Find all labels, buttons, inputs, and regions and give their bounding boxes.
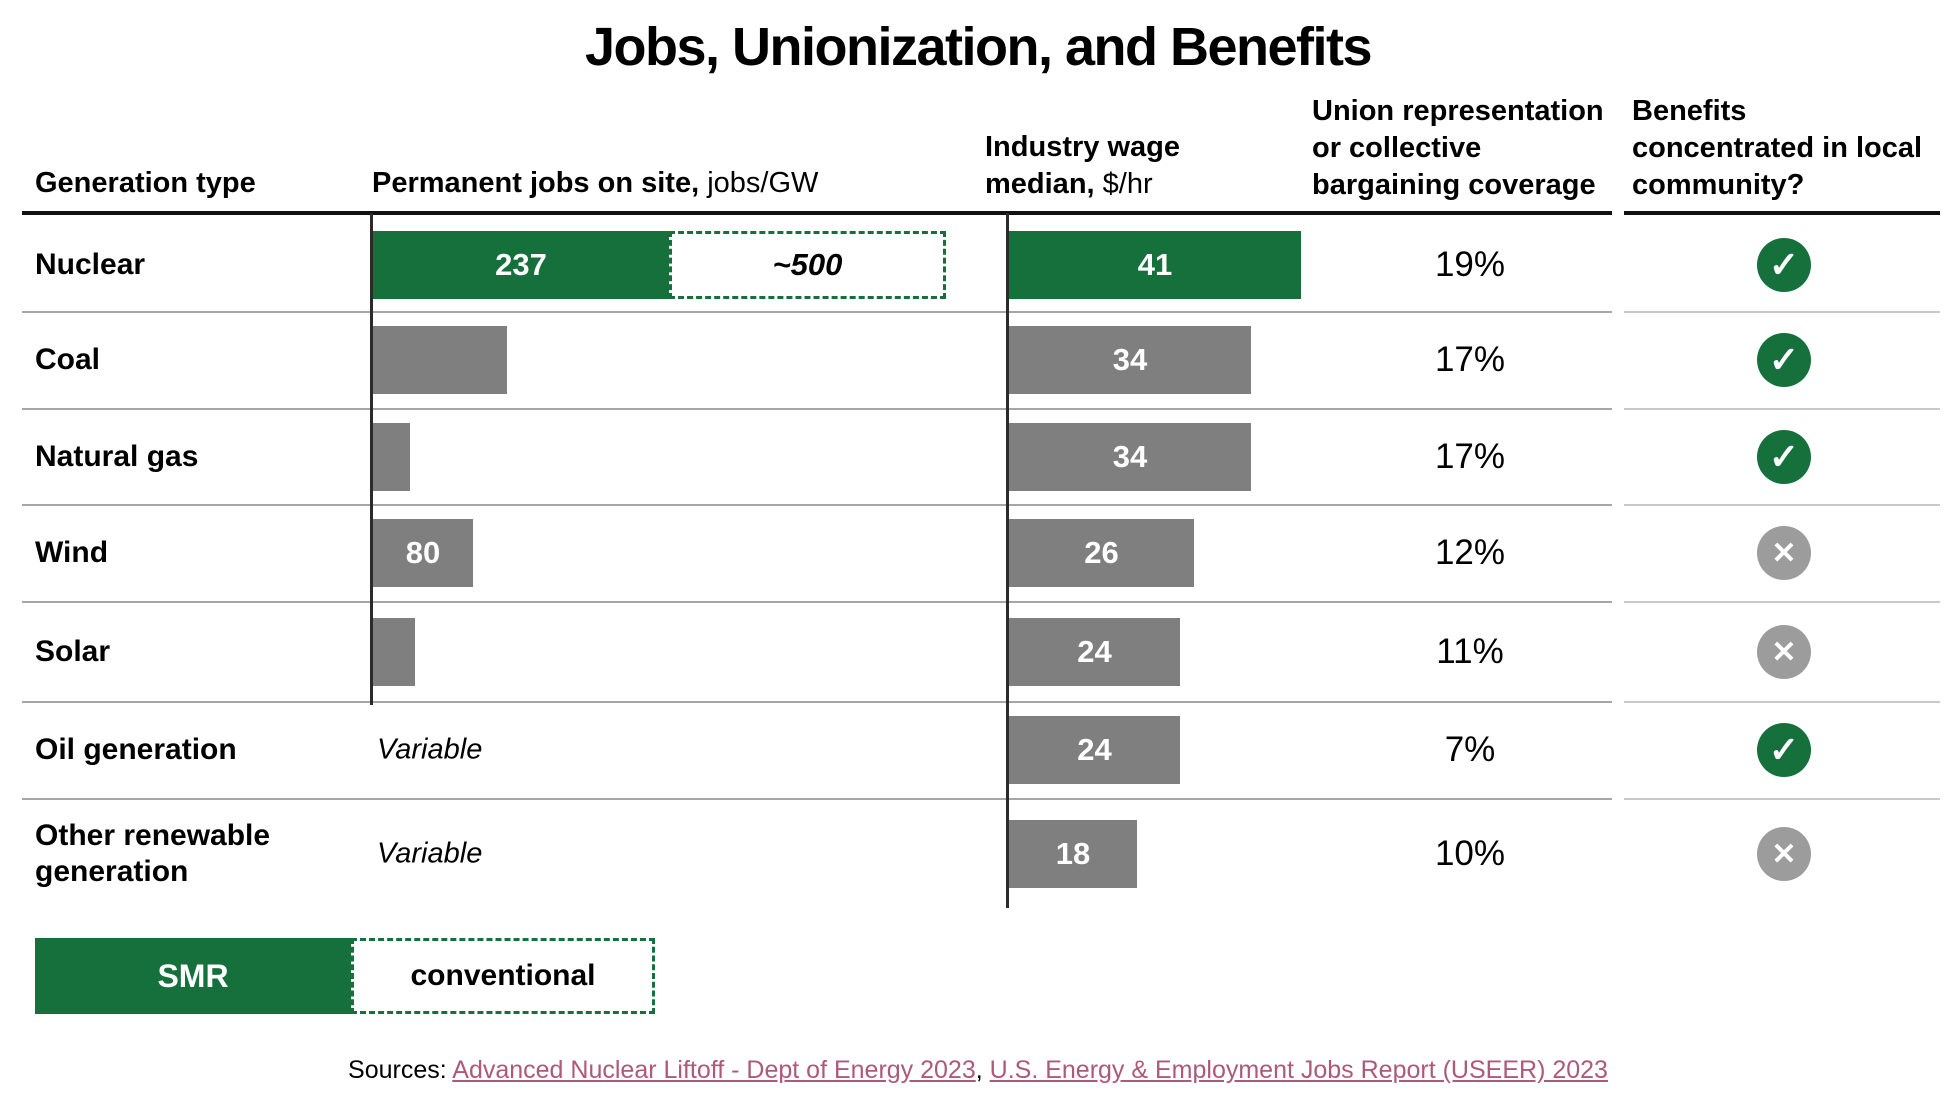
wage-bar-group: 24 xyxy=(1009,716,1180,784)
row-separator-right xyxy=(1624,311,1940,313)
row-separator-right xyxy=(1624,601,1940,603)
wage-bar-group: 41 xyxy=(1009,231,1301,299)
row-separator xyxy=(22,504,1612,506)
row-label: Coal xyxy=(35,343,101,376)
row-separator xyxy=(22,408,1612,410)
wage-bar: 24 xyxy=(1009,618,1180,686)
jobs-axis xyxy=(370,213,373,705)
bar-value-label: 18 xyxy=(1055,836,1091,871)
cross-icon: ✕ xyxy=(1757,625,1811,679)
wage-bar: 41 xyxy=(1009,231,1301,299)
wage-bar: 26 xyxy=(1009,519,1194,587)
column-header-jobs: Permanent jobs on site, jobs/GW xyxy=(372,167,819,199)
wage-bar: 18 xyxy=(1009,820,1137,888)
check-icon: ✓ xyxy=(1757,723,1811,777)
bar-value-label: 24 xyxy=(1077,634,1112,669)
wage-bar-group: 26 xyxy=(1009,519,1194,587)
jobs-bar-group xyxy=(373,326,507,394)
column-header-benefits: Benefits concentrated in local community… xyxy=(1632,95,1923,201)
sources-prefix: Sources: xyxy=(348,1056,453,1084)
jobs-bar-group xyxy=(373,618,415,686)
header-underline xyxy=(22,211,1612,215)
column-header-union: Union representation or collective barga… xyxy=(1312,95,1604,201)
row-separator-right xyxy=(1624,504,1940,506)
row-separator xyxy=(22,311,1612,313)
wage-bar: 24 xyxy=(1009,716,1180,784)
row-separator-right xyxy=(1624,701,1940,703)
source-link-dept-of-energy[interactable]: Advanced Nuclear Liftoff - Dept of Energ… xyxy=(452,1056,976,1084)
union-percentage: 12% xyxy=(1434,533,1506,572)
bar-value-label: 34 xyxy=(1112,439,1148,474)
cross-icon: ✕ xyxy=(1757,526,1811,580)
sources-line: Sources: Advanced Nuclear Liftoff - Dept… xyxy=(0,1056,1956,1085)
union-percentage: 17% xyxy=(1434,437,1506,476)
row-separator xyxy=(22,601,1612,603)
wage-axis xyxy=(1006,213,1009,908)
bar-value-label: 34 xyxy=(1112,342,1148,377)
row-label: Oil generation xyxy=(35,733,237,766)
check-icon: ✓ xyxy=(1757,238,1811,292)
source-link-useer[interactable]: U.S. Energy & Employment Jobs Report (US… xyxy=(989,1056,1608,1084)
row-separator-right xyxy=(1624,408,1940,410)
jobs-bar-conventional: ~500 xyxy=(669,231,946,299)
legend-conventional-swatch: conventional xyxy=(351,938,655,1014)
jobs-bar-group: 80 xyxy=(373,519,473,587)
jobs-bar xyxy=(373,618,415,686)
row-label: Wind xyxy=(35,536,109,569)
legend-conventional-label: conventional xyxy=(410,959,596,992)
row-label: Nuclear xyxy=(35,248,146,281)
wage-bar-group: 34 xyxy=(1009,326,1251,394)
wage-bar: 34 xyxy=(1009,326,1251,394)
page-title: Jobs, Unionization, and Benefits xyxy=(584,17,1373,77)
bar-value-label: 80 xyxy=(405,535,441,570)
jobs-variable-text: Variable xyxy=(377,733,483,766)
bar-value-label: 237 xyxy=(495,247,547,282)
row-separator-right xyxy=(1624,798,1940,800)
column-header-generation-type: Generation type xyxy=(35,167,256,199)
check-icon: ✓ xyxy=(1757,333,1811,387)
header-underline-right xyxy=(1624,211,1940,215)
bar-value-label: 24 xyxy=(1077,732,1112,767)
row-label: Solar xyxy=(35,635,111,668)
bar-value-label: 41 xyxy=(1137,247,1173,282)
cross-icon: ✕ xyxy=(1757,827,1811,881)
bar-value-label: ~500 xyxy=(772,247,843,282)
wage-bar-group: 18 xyxy=(1009,820,1137,888)
row-separator xyxy=(22,798,1612,800)
jobs-bar-group xyxy=(373,423,410,491)
wage-bar-group: 24 xyxy=(1009,618,1180,686)
jobs-bar xyxy=(373,326,507,394)
jobs-bar: 80 xyxy=(373,519,473,587)
jobs-bar-smr: 237 xyxy=(373,231,669,299)
check-icon: ✓ xyxy=(1757,430,1811,484)
union-percentage: 11% xyxy=(1436,632,1504,671)
wage-bar: 34 xyxy=(1009,423,1251,491)
jobs-bar-group: 237 ~500 xyxy=(373,231,946,299)
union-percentage: 19% xyxy=(1434,245,1506,284)
column-header-wage: Industry wage median, $/hr xyxy=(985,131,1180,200)
union-percentage: 10% xyxy=(1434,834,1506,873)
union-percentage: 17% xyxy=(1434,340,1506,379)
row-label: Other renewable generation xyxy=(35,819,271,888)
legend-smr-swatch: SMR xyxy=(35,938,351,1014)
row-separator xyxy=(22,701,1612,703)
sources-separator: , xyxy=(975,1056,990,1084)
bar-value-label: 26 xyxy=(1084,535,1119,570)
row-label: Natural gas xyxy=(35,440,199,473)
jobs-bar xyxy=(373,423,410,491)
jobs-variable-text: Variable xyxy=(377,837,483,870)
legend-smr-label: SMR xyxy=(157,957,229,994)
union-percentage: 7% xyxy=(1444,730,1496,769)
wage-bar-group: 34 xyxy=(1009,423,1251,491)
